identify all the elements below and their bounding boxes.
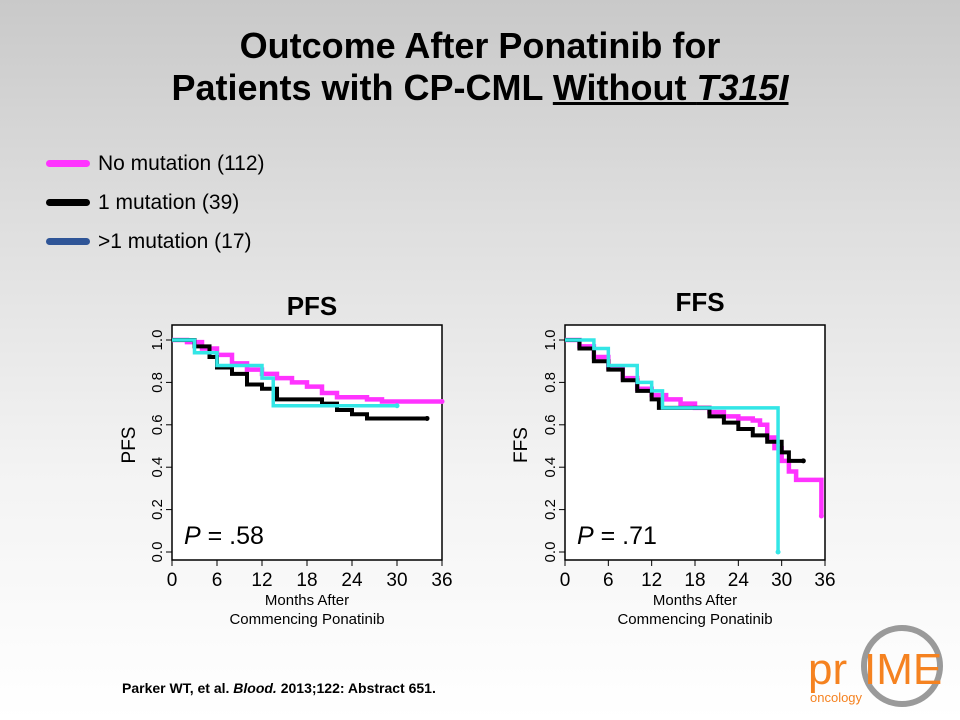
- y-tick-label: 0.8: [542, 372, 559, 393]
- legend-item-no-mutation: No mutation (112): [46, 144, 265, 183]
- x-axis-label-line2: Commencing Ponatinib: [617, 611, 772, 628]
- x-tick-label: 18: [684, 570, 705, 591]
- x-axis-label-line1: Months After: [265, 592, 349, 609]
- legend: No mutation (112) 1 mutation (39) >1 mut…: [46, 144, 265, 261]
- prime-oncology-logo: pr IME oncology: [808, 625, 943, 707]
- x-axis-label-line1: Months After: [653, 592, 737, 609]
- x-tick-label: 0: [560, 570, 571, 591]
- series-line-0: [172, 337, 442, 404]
- series-end-marker-0: [818, 513, 824, 519]
- legend-swatch-no-mutation: [46, 160, 90, 167]
- y-tick-label: 0.0: [542, 542, 559, 563]
- logo-text-left: pr: [808, 645, 847, 694]
- citation-details: 2013;122: Abstract 651.: [276, 680, 436, 696]
- p-symbol: P: [577, 522, 594, 550]
- legend-swatch-1-mutation: [46, 199, 90, 206]
- title-underlined: Without T315I: [553, 67, 789, 108]
- title-mutation: T315I: [696, 67, 789, 108]
- citation-journal: Blood.: [233, 680, 277, 696]
- series-line-1: [172, 338, 427, 421]
- x-tick-label: 6: [603, 570, 614, 591]
- y-tick-label: 0.8: [149, 372, 166, 393]
- y-tick-label: 0.2: [542, 499, 559, 520]
- y-tick-label: 0.2: [149, 499, 166, 520]
- series-end-marker-0: [439, 398, 445, 404]
- p-symbol: P: [184, 522, 201, 550]
- series-line-2: [172, 338, 397, 408]
- chart-pfs: PFS 0.0 0.2 0.4 0.6 0.8 1.0 0 6 12 18 24 30 36 PFS Mont…: [119, 291, 453, 628]
- legend-label-no-mutation: No mutation (112): [98, 151, 265, 175]
- y-tick-label: 1.0: [149, 330, 166, 351]
- p-value: = .58: [201, 522, 264, 550]
- x-tick-label: 0: [167, 570, 178, 591]
- slide-title-line1: Outcome After Ponatinib for: [239, 25, 721, 66]
- p-value-annotation: P = .58: [184, 522, 264, 550]
- x-tick-label: 30: [771, 570, 792, 591]
- x-tick-label: 36: [431, 570, 452, 591]
- legend-item-1-mutation: 1 mutation (39): [46, 183, 265, 222]
- chart-title: FFS: [675, 287, 724, 317]
- series-end-marker-1: [800, 458, 806, 464]
- y-axis-label: FFS: [511, 427, 532, 463]
- y-tick-label: 0.0: [149, 542, 166, 563]
- legend-label-gt1-mutation: >1 mutation (17): [98, 229, 252, 253]
- x-axis-label-line2: Commencing Ponatinib: [229, 611, 384, 628]
- x-tick-label: 18: [296, 570, 317, 591]
- x-tick-label: 12: [251, 570, 272, 591]
- y-tick-label: 1.0: [542, 330, 559, 351]
- x-tick-label: 6: [212, 570, 223, 591]
- title-without: Without: [552, 67, 697, 108]
- x-tick-label: 12: [641, 570, 662, 591]
- legend-item-gt1-mutation: >1 mutation (17): [46, 222, 265, 261]
- legend-swatch-gt1-mutation: [46, 238, 90, 245]
- chart-ffs: FFS 0.0 0.2 0.4 0.6 0.8 1.0 0 6 12 18 24 30 36 FFS Mont…: [511, 287, 836, 628]
- slide-title-line2: Patients with CP-CML Without T315I: [0, 68, 960, 108]
- citation: Parker WT, et al. Blood. 2013;122: Abstr…: [122, 680, 436, 696]
- logo-text-right: IME: [864, 645, 942, 694]
- x-tick-label: 30: [386, 570, 407, 591]
- chart-title: PFS: [287, 291, 338, 321]
- series-end-marker-2: [775, 549, 781, 555]
- p-value: = .71: [594, 522, 657, 550]
- y-axis-label: PFS: [119, 427, 140, 464]
- x-tick-label: 24: [341, 570, 363, 591]
- series-end-marker-2: [394, 403, 400, 409]
- y-tick-label: 0.4: [149, 457, 166, 478]
- logo-text-sub: oncology: [810, 690, 863, 705]
- legend-label-1-mutation: 1 mutation (39): [98, 190, 240, 214]
- y-tick-label: 0.4: [542, 457, 559, 478]
- citation-authors: Parker WT, et al.: [122, 680, 234, 696]
- y-tick-label: 0.6: [542, 414, 559, 435]
- series-line-2: [565, 338, 780, 552]
- series-end-marker-1: [424, 415, 430, 421]
- x-tick-label: 36: [814, 570, 835, 591]
- p-value-annotation: P = .71: [577, 522, 657, 550]
- x-tick-label: 24: [728, 570, 750, 591]
- title-prefix: Patients with CP-CML: [171, 67, 553, 108]
- y-tick-label: 0.6: [149, 414, 166, 435]
